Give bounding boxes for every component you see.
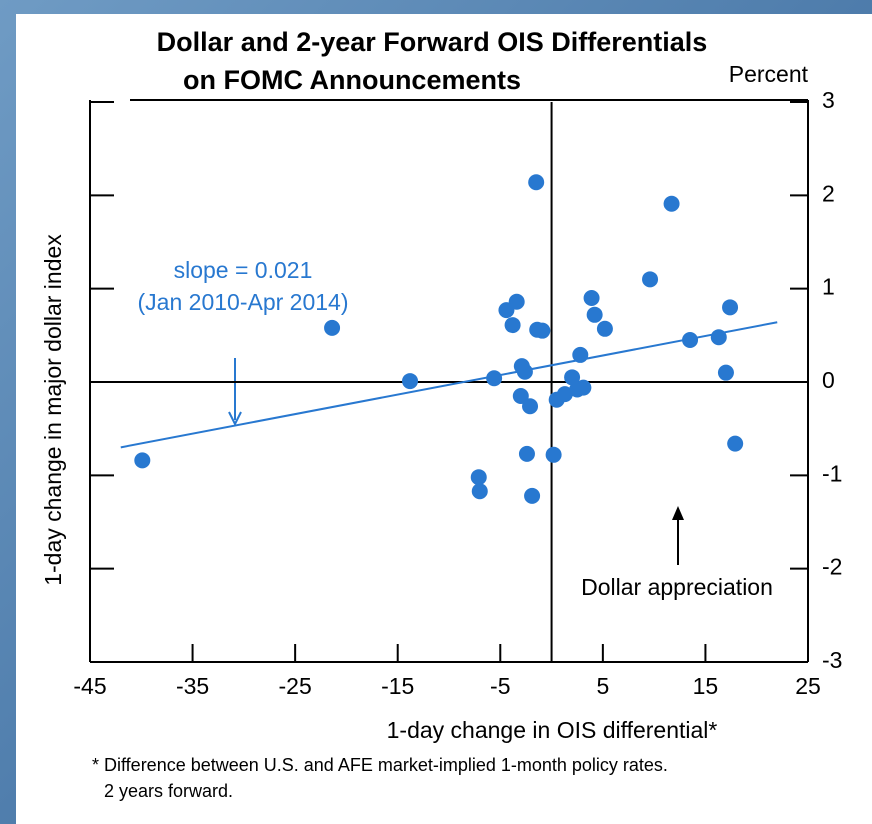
chart-title: Dollar and 2-year Forward OIS Differenti… xyxy=(157,27,708,57)
x-tick-label: -35 xyxy=(176,673,209,699)
point xyxy=(572,346,589,363)
x-tick-label: -15 xyxy=(381,673,414,699)
point xyxy=(504,317,521,334)
point xyxy=(596,320,613,337)
point xyxy=(663,195,680,212)
y-tick-label: -3 xyxy=(822,647,842,673)
point xyxy=(471,483,488,500)
x-tick-label: 25 xyxy=(795,673,821,699)
point xyxy=(717,364,734,381)
point xyxy=(512,388,529,404)
y-unit: Percent xyxy=(729,61,809,87)
x-tick-label: -5 xyxy=(490,673,510,699)
point xyxy=(722,299,739,316)
point xyxy=(534,322,551,339)
annotation: (Jan 2010-Apr 2014) xyxy=(138,289,349,315)
x-tick-label: 15 xyxy=(693,673,719,699)
y-tick-label: -1 xyxy=(822,460,842,486)
point xyxy=(682,332,699,348)
point xyxy=(486,370,503,387)
point xyxy=(524,487,541,504)
point xyxy=(710,329,727,346)
y-tick-label: 0 xyxy=(822,367,835,393)
point xyxy=(548,391,565,408)
fit-line xyxy=(120,321,778,449)
y-tick-label: -2 xyxy=(822,554,842,580)
point xyxy=(528,174,545,191)
point xyxy=(134,452,151,469)
y-tick-label: 3 xyxy=(822,87,835,113)
x-tick-label: -45 xyxy=(73,673,106,699)
point xyxy=(498,302,515,319)
chart-title: on FOMC Announcements xyxy=(183,65,521,95)
point xyxy=(642,271,659,288)
point xyxy=(402,373,419,390)
arrow-head xyxy=(672,506,684,520)
point xyxy=(522,398,539,415)
x-tick-label: -25 xyxy=(279,673,312,699)
footnote: 2 years forward. xyxy=(104,781,233,801)
footnote: * Difference between U.S. and AFE market… xyxy=(92,755,668,775)
panel xyxy=(16,14,872,824)
point xyxy=(727,435,744,452)
x-axis-label: 1-day change in OIS differential* xyxy=(387,717,718,743)
point xyxy=(324,319,341,336)
point xyxy=(583,290,600,306)
y-tick-label: 2 xyxy=(822,180,835,206)
point xyxy=(586,306,603,323)
point xyxy=(516,363,533,380)
point xyxy=(518,445,535,462)
annotation: Dollar appreciation xyxy=(581,574,773,600)
point xyxy=(564,369,581,386)
point xyxy=(569,381,586,398)
annotation: slope = 0.021 xyxy=(174,257,313,283)
y-axis-label: 1-day change in major dollar index xyxy=(40,234,66,586)
y-tick-label: 1 xyxy=(822,274,835,300)
x-tick-label: 5 xyxy=(596,673,609,699)
point xyxy=(470,469,487,486)
point xyxy=(545,446,562,463)
arrow-head xyxy=(228,411,242,427)
